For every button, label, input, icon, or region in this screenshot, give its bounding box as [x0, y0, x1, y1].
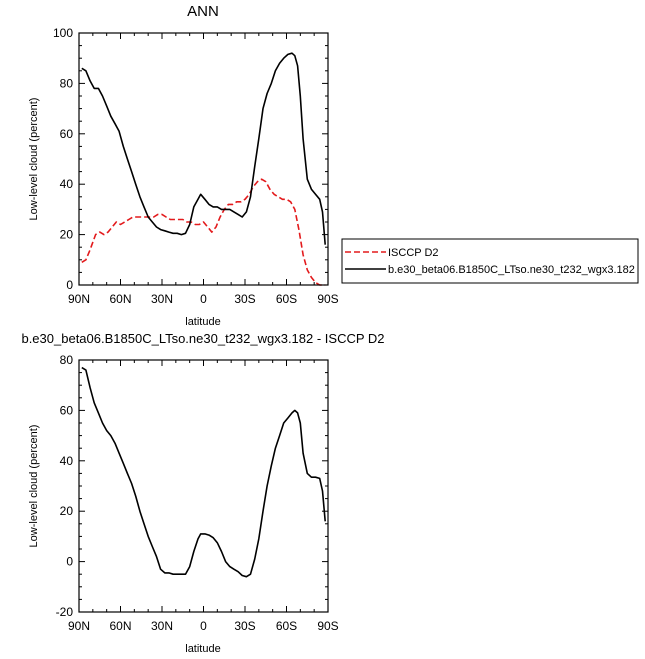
- top-x-tick-label: 30N: [151, 292, 173, 306]
- top-y-axis-label: Low-level cloud (percent): [28, 98, 40, 221]
- top-x-tick-label: 0: [200, 292, 207, 306]
- top-y-tick-label: 100: [53, 26, 73, 40]
- bottom-series-layer: [81, 366, 326, 578]
- top-x-tick-label: 30S: [234, 292, 255, 306]
- bottom-y-axis-label: Low-level cloud (percent): [28, 425, 40, 548]
- legend: ISCCP D2 b.e30_beta06.B1850C_LTso.ne30_t…: [341, 238, 639, 284]
- bottom-panel: b.e30_beta06.B1850C_LTso.ne30_t232_wgx3.…: [21, 331, 384, 655]
- bottom-x-tick-label: 60N: [109, 619, 131, 633]
- bottom-y-tick-label: 80: [60, 353, 74, 367]
- bottom-chart-title: b.e30_beta06.B1850C_LTso.ne30_t232_wgx3.…: [21, 331, 384, 346]
- bottom-x-tick-label: 30N: [151, 619, 173, 633]
- top-panel: ANN 90N 60N 30N 0 30S 60S 90S 0 20 40 60 80 100 lati…: [28, 3, 639, 328]
- bottom-x-tick-label: 30S: [234, 619, 255, 633]
- bottom-x-axis-label: latitude: [185, 643, 220, 655]
- bottom-ticks: 90N 60N 30N 0 30S 60S 90S -20 0 20 40 60 80: [56, 353, 339, 633]
- top-ticks: 90N 60N 30N 0 30S 60S 90S 0 20 40 60 80 100: [53, 26, 339, 306]
- top-x-tick-label: 90S: [317, 292, 338, 306]
- top-x-tick-label: 60S: [276, 292, 297, 306]
- top-y-tick-label: 80: [60, 76, 74, 90]
- top-x-axis-label: latitude: [185, 316, 220, 328]
- bottom-y-tick-label: 40: [60, 454, 74, 468]
- bottom-plot-frame: [78, 359, 329, 613]
- bottom-series-line-0: [81, 366, 326, 578]
- top-series-line-1: [81, 52, 326, 245]
- bottom-y-tick-label: 60: [60, 403, 74, 417]
- top-y-tick-label: 60: [60, 127, 74, 141]
- legend-label-isccp: ISCCP D2: [388, 247, 439, 259]
- legend-label-model: b.e30_beta06.B1850C_LTso.ne30_t232_wgx3.…: [388, 264, 635, 276]
- top-plot-frame: [78, 32, 329, 286]
- top-x-tick-label: 90N: [68, 292, 90, 306]
- bottom-y-tick-label: 20: [60, 504, 74, 518]
- top-chart-title: ANN: [187, 3, 219, 20]
- bottom-x-tick-label: 90N: [68, 619, 90, 633]
- top-series-line-0: [81, 178, 326, 286]
- top-y-tick-label: 20: [60, 228, 74, 242]
- legend-box: [341, 238, 639, 284]
- top-y-tick-label: 40: [60, 177, 74, 191]
- bottom-x-tick-label: 0: [200, 619, 207, 633]
- bottom-x-tick-label: 60S: [276, 619, 297, 633]
- bottom-y-tick-label: 0: [66, 555, 73, 569]
- bottom-y-tick-label: -20: [56, 605, 74, 619]
- top-y-tick-label: 0: [66, 278, 73, 292]
- bottom-x-tick-label: 90S: [317, 619, 338, 633]
- top-series-layer: [81, 52, 326, 286]
- top-x-tick-label: 60N: [109, 292, 131, 306]
